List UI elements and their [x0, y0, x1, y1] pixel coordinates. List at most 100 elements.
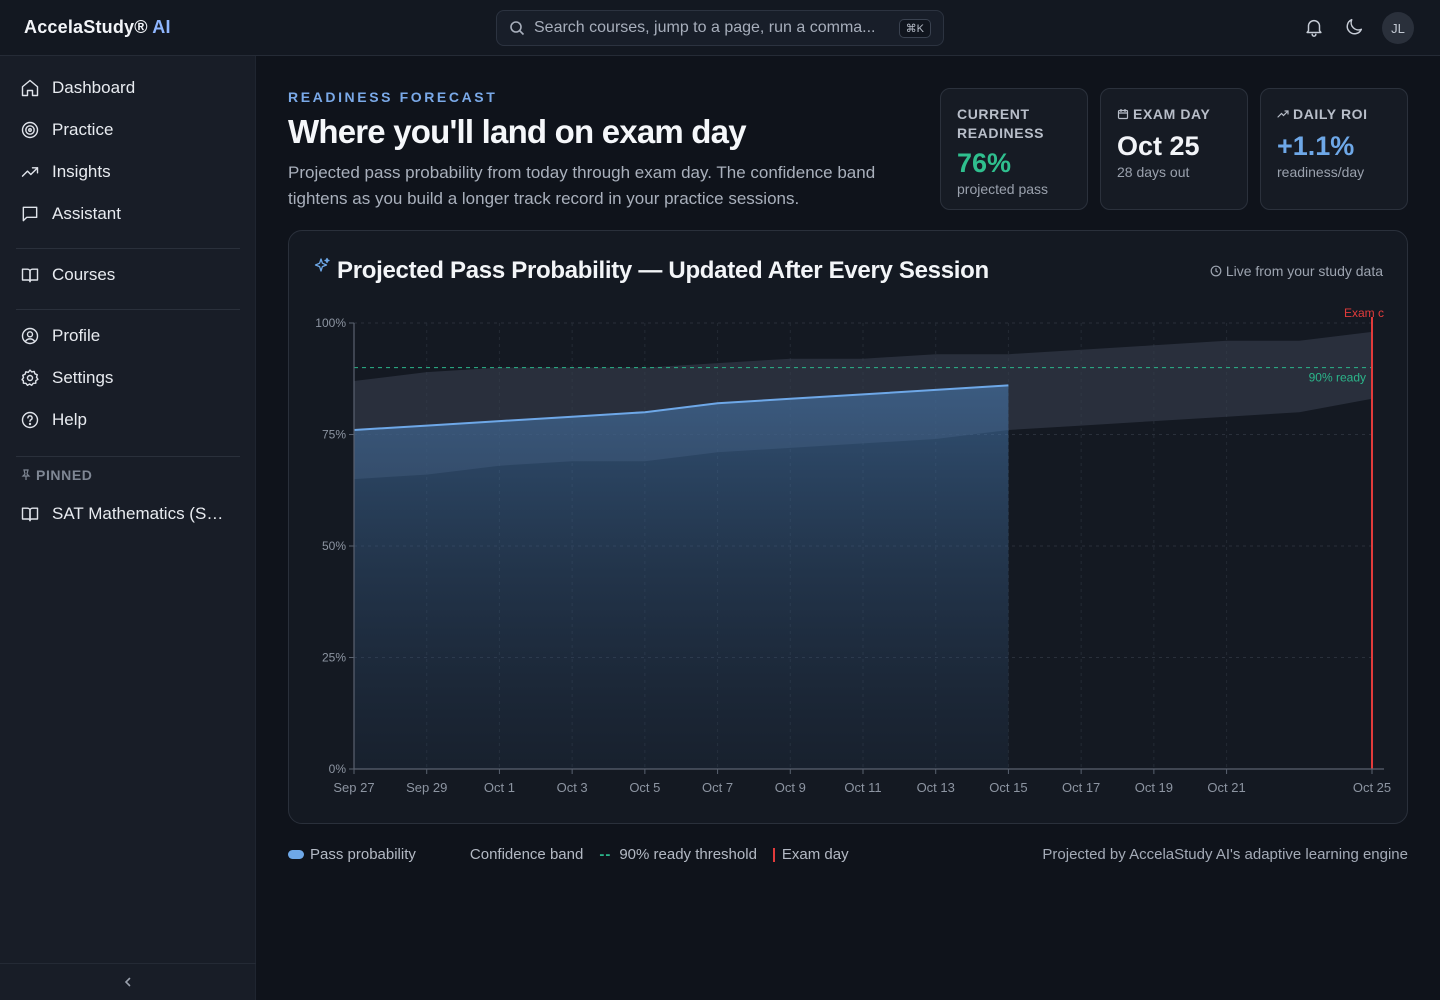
x-tick-label: Oct 13: [917, 780, 955, 795]
y-tick-label: 50%: [322, 539, 346, 553]
exam-day-label: Exam c: [1344, 306, 1384, 320]
legend-item-pass-probability: Pass probability: [288, 846, 416, 863]
chart-legend: Pass probability Confidence band -- 90% …: [288, 846, 865, 863]
chat-icon: [22, 206, 38, 222]
trending-up-icon: [21, 167, 39, 177]
sidebar-item-label: Assistant: [52, 204, 121, 223]
x-tick-label: Oct 15: [989, 780, 1027, 795]
sidebar-collapse-button[interactable]: [0, 963, 256, 1000]
legend-swatch: [772, 847, 775, 862]
sidebar-item-practice[interactable]: Practice: [16, 110, 240, 150]
stat-subtext: readiness/day: [1277, 164, 1365, 180]
stat-label-row: EXAM DAY: [1117, 105, 1231, 124]
x-tick-label: Sep 29: [406, 780, 447, 795]
sidebar-divider: [16, 309, 240, 310]
x-tick-label: Oct 17: [1062, 780, 1100, 795]
sidebar-divider: [16, 456, 240, 457]
x-tick-label: Oct 7: [702, 780, 733, 795]
pass-probability-line: [353, 384, 1009, 431]
legend-label: Exam day: [781, 846, 849, 863]
target-icon: [21, 121, 39, 139]
legend-swatch: [432, 850, 454, 859]
stat-label: CURRENT READINESS: [957, 106, 1045, 141]
sidebar-item-label: Insights: [52, 162, 111, 181]
sidebar-divider: [16, 248, 240, 249]
y-tick-label: 25%: [322, 651, 346, 665]
legend-item-threshold: -- 90% ready threshold: [599, 846, 757, 863]
trending-up-icon: [1277, 110, 1289, 118]
legend-label: Pass probability: [310, 846, 416, 863]
x-tick-label: Oct 25: [1353, 780, 1391, 795]
pinned-section-label: PINNED: [20, 467, 93, 483]
brand-name: AccelaStudy®: [24, 17, 148, 37]
stat-label-row: DAILY ROI: [1277, 105, 1391, 124]
sidebar-item-profile[interactable]: Profile: [16, 316, 240, 356]
footer-note: Projected by AccelaStudy AI's adaptive l…: [1042, 846, 1408, 863]
book-icon: [21, 507, 39, 522]
x-tick-label: Oct 19: [1135, 780, 1173, 795]
legend-item-exam-day: Exam day: [772, 846, 849, 863]
legend-label: Confidence band: [469, 846, 584, 863]
sidebar-item-dashboard[interactable]: Dashboard: [16, 68, 240, 108]
page-eyebrow: READINESS FORECAST: [288, 89, 498, 105]
chart-card: Projected Pass Probability — Updated Aft…: [288, 230, 1408, 824]
home-icon: [21, 79, 39, 97]
stat-value: +1.1%: [1277, 131, 1355, 161]
calendar-icon: [1117, 109, 1129, 120]
sidebar-item-courses[interactable]: Courses: [16, 255, 240, 295]
sparkle-icon: [314, 257, 330, 272]
help-circle-icon: [21, 411, 39, 429]
chevron-left-icon: [124, 977, 131, 987]
stat-card-daily-roi: DAILY ROI +1.1% readiness/day: [1260, 88, 1408, 210]
live-label: Live from your study data: [1225, 263, 1383, 279]
x-tick-label: Sep 27: [333, 780, 374, 795]
sidebar-item-help[interactable]: Help: [16, 400, 240, 440]
x-tick-label: Oct 11: [844, 780, 881, 795]
stat-subtext: 28 days out: [1117, 164, 1190, 180]
pin-icon: [21, 469, 31, 480]
x-tick-label: Oct 3: [557, 780, 588, 795]
search-shortcut-badge: ⌘K: [898, 18, 931, 38]
sidebar-item-assistant[interactable]: Assistant: [16, 194, 240, 234]
brand-logo[interactable]: AccelaStudy® AI: [24, 17, 171, 38]
stat-card-current-readiness: CURRENT READINESS 76% projected pass: [940, 88, 1088, 210]
stat-card-exam-day: EXAM DAY Oct 25 28 days out: [1100, 88, 1248, 210]
clock-icon: [1210, 265, 1222, 277]
gear-icon: [21, 369, 39, 387]
legend-dash: --: [599, 846, 612, 863]
x-tick-label: Oct 21: [1207, 780, 1245, 795]
threshold-label: 90% ready: [1309, 371, 1366, 385]
book-icon: [21, 268, 39, 283]
x-tick-label: Oct 1: [484, 780, 515, 795]
sidebar-item-label: Profile: [52, 326, 101, 345]
y-tick-label: 0%: [329, 762, 347, 776]
stat-subtext: projected pass: [957, 181, 1049, 197]
search-icon: [510, 21, 525, 36]
sidebar-item-label: Practice: [52, 120, 114, 139]
pass-probability-chart: 90% ready Exam c 0% 25% 50% 75% 100% Sep 27 Sep …: [315, 306, 1391, 795]
stat-value: 76%: [957, 148, 1012, 178]
stat-label: EXAM DAY: [1133, 106, 1211, 122]
page-title: Where you'll land on exam day: [288, 113, 747, 150]
sidebar-item-label: Settings: [52, 368, 114, 387]
sidebar: Dashboard Practice Insights Assistant Co…: [0, 56, 256, 1000]
y-tick-label: 100%: [315, 316, 346, 330]
user-circle-icon: [21, 327, 39, 345]
sidebar-item-label: Dashboard: [52, 78, 136, 97]
bell-icon[interactable]: [1303, 16, 1325, 38]
pinned-item-sat-mathematics[interactable]: SAT Mathematics (SAT...: [16, 494, 240, 534]
x-tick-label: Oct 5: [629, 780, 660, 795]
chart-title: Projected Pass Probability — Updated Aft…: [337, 257, 989, 284]
sidebar-item-insights[interactable]: Insights: [16, 152, 240, 192]
brand-ai: AI: [152, 17, 171, 37]
live-indicator: Live from your study data: [1210, 263, 1383, 279]
search-input[interactable]: [534, 19, 899, 37]
sidebar-item-settings[interactable]: Settings: [16, 358, 240, 398]
moon-icon[interactable]: [1343, 16, 1365, 38]
y-tick-label: 75%: [322, 428, 346, 442]
search-bar[interactable]: ⌘K: [496, 10, 944, 46]
pass-probability-area: [354, 385, 1009, 769]
page-description: Projected pass probability from today th…: [288, 163, 876, 208]
stat-label: DAILY ROI: [1293, 106, 1368, 122]
user-avatar[interactable]: JL: [1382, 12, 1414, 44]
